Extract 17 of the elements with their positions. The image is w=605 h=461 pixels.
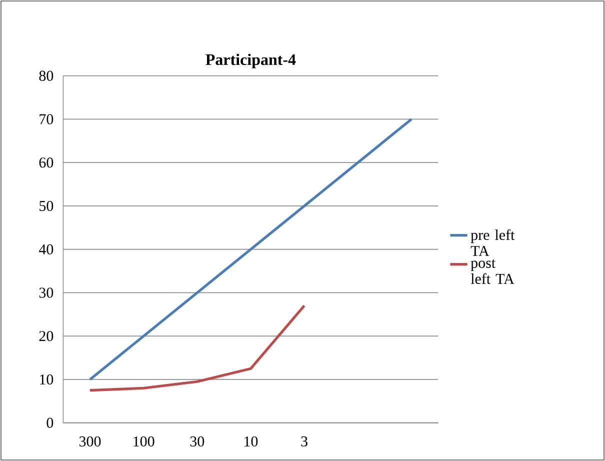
- legend-label: post left TA: [470, 259, 514, 284]
- y-tick-label: 80: [39, 70, 54, 81]
- chart-title: Participant-4: [206, 54, 296, 68]
- y-tick-label: 70: [40, 114, 54, 124]
- x-tick-label: 100: [134, 436, 154, 446]
- y-tick-label: 60: [39, 158, 54, 168]
- x-tick-label: 30: [190, 436, 204, 446]
- x-tick-label: 10: [244, 436, 258, 446]
- y-tick-label: 10: [40, 374, 54, 385]
- x-tick-label: 300: [79, 436, 101, 446]
- y-tick-label: 0: [46, 418, 54, 428]
- y-tick-label: 40: [38, 244, 54, 254]
- y-tick-label: 50: [40, 200, 54, 212]
- x-tick-label: 3: [301, 436, 308, 446]
- y-tick-label: 30: [39, 288, 54, 298]
- line-series: [88, 304, 306, 392]
- y-tick-label: 20: [39, 331, 54, 342]
